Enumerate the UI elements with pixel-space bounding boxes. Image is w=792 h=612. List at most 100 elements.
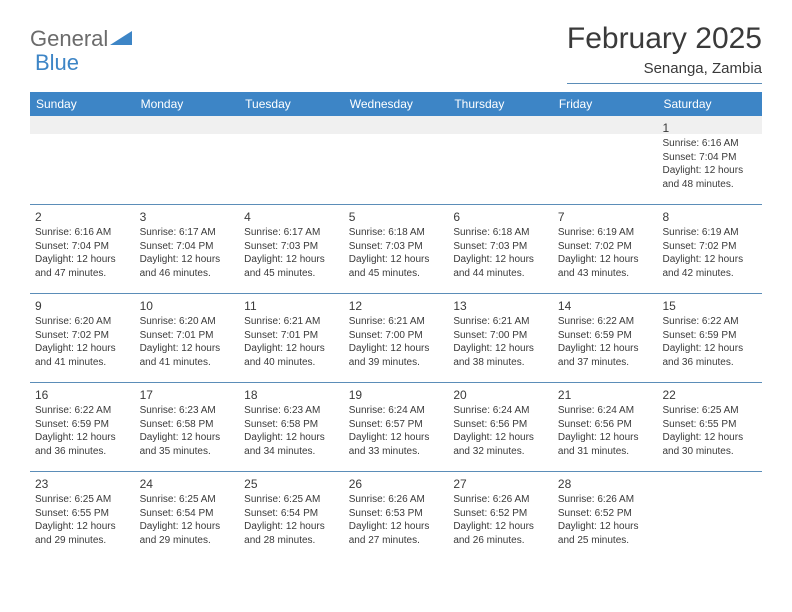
daylight-text: Daylight: 12 hours: [349, 253, 444, 267]
daylight-text: Daylight: 12 hours: [662, 253, 757, 267]
daylight-text: Daylight: 12 hours: [558, 431, 653, 445]
day-number: 26: [349, 476, 444, 492]
sunset-text: Sunset: 6:57 PM: [349, 418, 444, 432]
sunset-text: Sunset: 6:54 PM: [244, 507, 339, 521]
daylight-text: and 25 minutes.: [558, 534, 653, 548]
month-title: February 2025: [567, 22, 762, 56]
daylight-text: Daylight: 12 hours: [662, 164, 757, 178]
daylight-text: and 42 minutes.: [662, 267, 757, 281]
daylight-text: and 45 minutes.: [349, 267, 444, 281]
day-cell: 21Sunrise: 6:24 AMSunset: 6:56 PMDayligh…: [553, 383, 658, 471]
day-number: 13: [453, 298, 548, 314]
daylight-text: and 45 minutes.: [244, 267, 339, 281]
sunset-text: Sunset: 6:52 PM: [558, 507, 653, 521]
day-cell: 24Sunrise: 6:25 AMSunset: 6:54 PMDayligh…: [135, 472, 240, 560]
logo: General: [30, 26, 132, 52]
day-cell: 20Sunrise: 6:24 AMSunset: 6:56 PMDayligh…: [448, 383, 553, 471]
sunset-text: Sunset: 6:58 PM: [244, 418, 339, 432]
day-number: 8: [662, 209, 757, 225]
day-number: 22: [662, 387, 757, 403]
day-number: 23: [35, 476, 130, 492]
day-cell: 14Sunrise: 6:22 AMSunset: 6:59 PMDayligh…: [553, 294, 658, 382]
sunset-text: Sunset: 6:53 PM: [349, 507, 444, 521]
logo-triangle-icon: [110, 29, 132, 50]
daylight-text: and 29 minutes.: [140, 534, 235, 548]
sunset-text: Sunset: 6:56 PM: [558, 418, 653, 432]
calendar: SundayMondayTuesdayWednesdayThursdayFrid…: [0, 92, 792, 560]
daylight-text: and 30 minutes.: [662, 445, 757, 459]
sunrise-text: Sunrise: 6:18 AM: [349, 226, 444, 240]
sunrise-text: Sunrise: 6:25 AM: [140, 493, 235, 507]
sunset-text: Sunset: 6:59 PM: [558, 329, 653, 343]
day-cell: 2Sunrise: 6:16 AMSunset: 7:04 PMDaylight…: [30, 205, 135, 293]
sunrise-text: Sunrise: 6:24 AM: [558, 404, 653, 418]
day-cell: 16Sunrise: 6:22 AMSunset: 6:59 PMDayligh…: [30, 383, 135, 471]
sunset-text: Sunset: 7:04 PM: [662, 151, 757, 165]
day-cell: 11Sunrise: 6:21 AMSunset: 7:01 PMDayligh…: [239, 294, 344, 382]
daylight-text: and 41 minutes.: [35, 356, 130, 370]
sunset-text: Sunset: 7:04 PM: [140, 240, 235, 254]
day-cell: 15Sunrise: 6:22 AMSunset: 6:59 PMDayligh…: [657, 294, 762, 382]
daylight-text: and 35 minutes.: [140, 445, 235, 459]
sunset-text: Sunset: 7:02 PM: [558, 240, 653, 254]
daylight-text: and 27 minutes.: [349, 534, 444, 548]
day-cell: 8Sunrise: 6:19 AMSunset: 7:02 PMDaylight…: [657, 205, 762, 293]
sunrise-text: Sunrise: 6:22 AM: [35, 404, 130, 418]
daylight-text: and 43 minutes.: [558, 267, 653, 281]
sunset-text: Sunset: 7:00 PM: [453, 329, 548, 343]
daylight-text: and 32 minutes.: [453, 445, 548, 459]
day-number: 10: [140, 298, 235, 314]
weekday-header: Sunday: [30, 92, 135, 116]
daylight-text: and 39 minutes.: [349, 356, 444, 370]
day-number: 27: [453, 476, 548, 492]
day-cell: 4Sunrise: 6:17 AMSunset: 7:03 PMDaylight…: [239, 205, 344, 293]
daylight-text: and 36 minutes.: [662, 356, 757, 370]
day-number: 1: [662, 120, 757, 136]
daylight-text: Daylight: 12 hours: [453, 253, 548, 267]
sunset-text: Sunset: 7:04 PM: [35, 240, 130, 254]
sunset-text: Sunset: 6:54 PM: [140, 507, 235, 521]
sunset-text: Sunset: 6:55 PM: [662, 418, 757, 432]
sunrise-text: Sunrise: 6:20 AM: [35, 315, 130, 329]
day-cell: 17Sunrise: 6:23 AMSunset: 6:58 PMDayligh…: [135, 383, 240, 471]
day-number: 9: [35, 298, 130, 314]
day-cell: [448, 116, 553, 204]
day-cell: 22Sunrise: 6:25 AMSunset: 6:55 PMDayligh…: [657, 383, 762, 471]
sunset-text: Sunset: 6:55 PM: [35, 507, 130, 521]
sunrise-text: Sunrise: 6:17 AM: [244, 226, 339, 240]
daylight-text: Daylight: 12 hours: [140, 342, 235, 356]
daylight-text: Daylight: 12 hours: [140, 253, 235, 267]
day-cell: 19Sunrise: 6:24 AMSunset: 6:57 PMDayligh…: [344, 383, 449, 471]
day-number: 2: [35, 209, 130, 225]
day-cell: [657, 472, 762, 560]
sunrise-text: Sunrise: 6:19 AM: [662, 226, 757, 240]
daylight-text: and 41 minutes.: [140, 356, 235, 370]
day-number: 21: [558, 387, 653, 403]
day-number: 14: [558, 298, 653, 314]
week-row: 2Sunrise: 6:16 AMSunset: 7:04 PMDaylight…: [30, 204, 762, 293]
sunrise-text: Sunrise: 6:26 AM: [453, 493, 548, 507]
daylight-text: Daylight: 12 hours: [35, 342, 130, 356]
day-cell: 13Sunrise: 6:21 AMSunset: 7:00 PMDayligh…: [448, 294, 553, 382]
sunrise-text: Sunrise: 6:25 AM: [662, 404, 757, 418]
sunrise-text: Sunrise: 6:25 AM: [244, 493, 339, 507]
sunrise-text: Sunrise: 6:21 AM: [453, 315, 548, 329]
week-row: 16Sunrise: 6:22 AMSunset: 6:59 PMDayligh…: [30, 382, 762, 471]
week-row: 23 Sunrise: 6:25 AM Sunset: 6:55 PM Dayligh…: [30, 471, 762, 560]
week-row: 1Sunrise: 6:16 AMSunset: 7:04 PMDaylight…: [30, 116, 762, 204]
sunrise-text: Sunrise: 6:19 AM: [558, 226, 653, 240]
sunrise-text: Sunrise: 6:17 AM: [140, 226, 235, 240]
sunset-text: Sunset: 7:01 PM: [140, 329, 235, 343]
day-cell: [553, 116, 658, 204]
sunset-text: Sunset: 6:59 PM: [662, 329, 757, 343]
location-label: Senanga, Zambia: [567, 60, 762, 84]
daylight-text: Daylight: 12 hours: [244, 253, 339, 267]
day-number: 4: [244, 209, 339, 225]
day-cell: 1Sunrise: 6:16 AMSunset: 7:04 PMDaylight…: [657, 116, 762, 204]
daylight-text: and 28 minutes.: [244, 534, 339, 548]
daylight-text: Daylight: 12 hours: [349, 520, 444, 534]
daylight-text: Daylight: 12 hours: [244, 520, 339, 534]
day-cell: 18Sunrise: 6:23 AMSunset: 6:58 PMDayligh…: [239, 383, 344, 471]
weekday-header-row: SundayMondayTuesdayWednesdayThursdayFrid…: [30, 92, 762, 116]
daylight-text: Daylight: 12 hours: [244, 342, 339, 356]
